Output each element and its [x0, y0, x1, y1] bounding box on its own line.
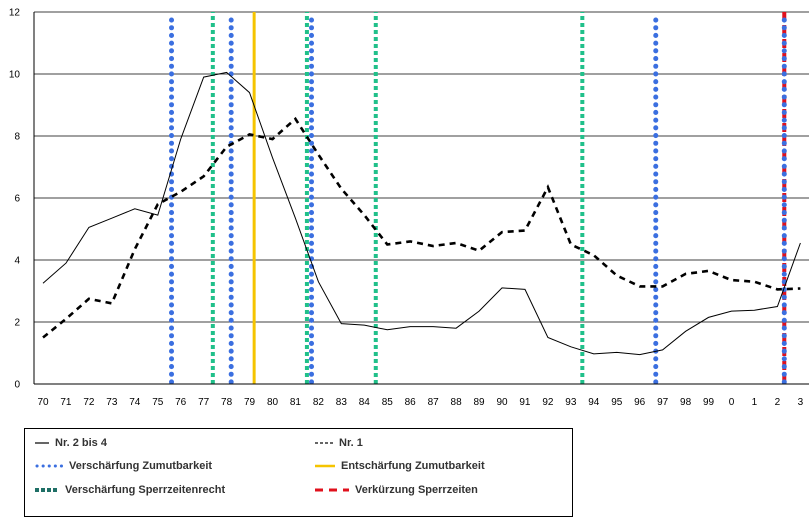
legend-label: Verschärfung Zumutbarkeit [69, 460, 213, 472]
solid-bar-icon [315, 464, 335, 468]
x-tick-label: 75 [152, 397, 164, 408]
x-tick-label: 77 [198, 397, 210, 408]
x-tick-label: 1 [752, 397, 758, 408]
legend: Nr. 2 bis 4 Nr. 1 Verschärfung Zumutbark… [24, 428, 573, 517]
y-tick-label: 12 [9, 8, 21, 19]
legend-item-verschaerfung-zumutbarkeit: Verschärfung Zumutbarkeit [35, 460, 212, 472]
legend-item-nr-2-bis-4: Nr. 2 bis 4 [35, 437, 107, 449]
x-tick-label: 86 [405, 397, 417, 408]
legend-item-verkuerzung-sperrzeiten: Verkürzung Sperrzeiten [315, 484, 478, 496]
y-tick-label: 10 [9, 70, 21, 81]
dashed-line-icon [315, 442, 333, 444]
legend-item-entschaerfung-zumutbarkeit: Entschärfung Zumutbarkeit [315, 460, 485, 472]
x-tick-label: 97 [657, 397, 669, 408]
y-tick-label: 8 [14, 132, 20, 143]
x-tick-label: 82 [313, 397, 325, 408]
square-dots-icon [35, 488, 59, 493]
x-tick-label: 99 [703, 397, 715, 408]
legend-label: Verkürzung Sperrzeiten [355, 484, 478, 496]
x-tick-label: 0 [729, 397, 735, 408]
x-tick-label: 73 [106, 397, 118, 408]
x-tick-label: 83 [336, 397, 348, 408]
y-tick-label: 2 [14, 318, 20, 329]
data-series [42, 71, 801, 356]
x-tick-label: 72 [83, 397, 95, 408]
x-tick-label: 81 [290, 397, 302, 408]
y-tick-label: 6 [14, 194, 20, 205]
x-tick-label: 79 [244, 397, 256, 408]
y-tick-label: 0 [14, 380, 20, 391]
x-tick-label: 95 [611, 397, 623, 408]
x-tick-label: 90 [496, 397, 508, 408]
x-axis-ticks: 70 71 72 73 74 75 76 77 78 79 80 81 82 83 84 85 86 87 88 89… [37, 397, 803, 408]
grid-lines [34, 11, 809, 323]
x-tick-label: 74 [129, 397, 141, 408]
x-tick-label: 87 [428, 397, 440, 408]
solid-line-icon [35, 442, 49, 444]
x-tick-label: 84 [359, 397, 371, 408]
x-tick-label: 80 [267, 397, 279, 408]
x-tick-label: 71 [60, 397, 72, 408]
x-tick-label: 85 [382, 397, 394, 408]
x-tick-label: 93 [565, 397, 577, 408]
x-tick-label: 91 [519, 397, 531, 408]
y-axis-ticks: 0 2 4 6 8 10 12 [9, 8, 21, 391]
legend-item-verschaerfung-sperrzeitenrecht: Verschärfung Sperrzeitenrecht [35, 484, 225, 496]
dotted-line-icon [35, 464, 64, 468]
x-tick-label: 78 [221, 397, 233, 408]
x-tick-label: 88 [451, 397, 463, 408]
legend-label: Entschärfung Zumutbarkeit [341, 460, 485, 472]
y-tick-label: 4 [14, 256, 20, 267]
series-line-nr-2-bis-4 [42, 71, 801, 356]
dashes-icon [315, 488, 349, 492]
legend-label: Nr. 1 [339, 437, 363, 449]
x-tick-label: 98 [680, 397, 692, 408]
legend-label: Nr. 2 bis 4 [55, 437, 107, 449]
x-tick-label: 89 [473, 397, 485, 408]
x-tick-label: 3 [798, 397, 804, 408]
x-tick-label: 96 [634, 397, 646, 408]
legend-item-nr-1: Nr. 1 [315, 437, 363, 449]
x-tick-label: 92 [542, 397, 554, 408]
x-tick-label: 76 [175, 397, 187, 408]
x-tick-label: 2 [775, 397, 781, 408]
x-tick-label: 70 [37, 397, 49, 408]
series-line-nr-1 [42, 116, 801, 339]
legend-label: Verschärfung Sperrzeitenrecht [65, 484, 226, 496]
x-tick-label: 94 [588, 397, 600, 408]
